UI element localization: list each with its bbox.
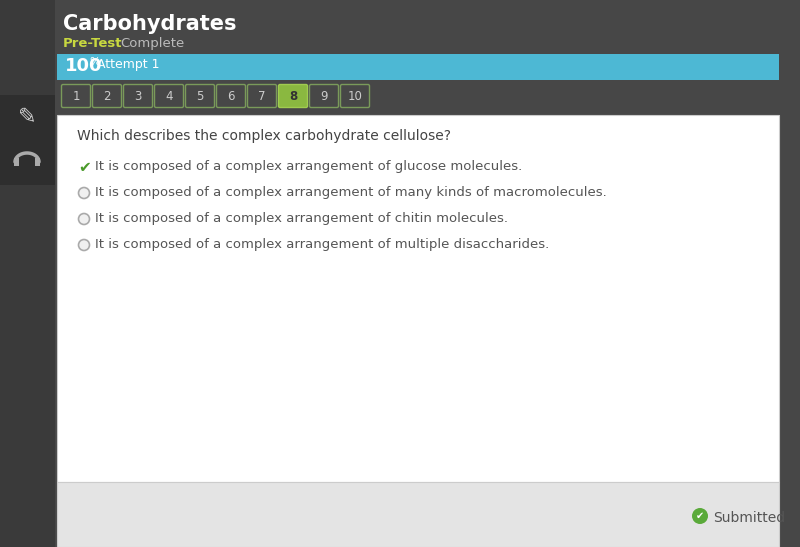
FancyBboxPatch shape [341,84,370,108]
Bar [0,0,55,547]
Text: 6: 6 [227,90,234,103]
Text: 9: 9 [320,90,328,103]
Text: ✎: ✎ [18,107,36,127]
Text: It is composed of a complex arrangement of chitin molecules.: It is composed of a complex arrangement … [95,212,508,225]
Text: Submitted: Submitted [713,510,785,525]
Circle shape [78,213,90,224]
Text: Attempt 1: Attempt 1 [97,58,159,71]
Bar [0,140,55,185]
Circle shape [692,508,708,524]
Text: It is composed of a complex arrangement of multiple disaccharides.: It is composed of a complex arrangement … [95,238,550,251]
Text: 100: 100 [65,57,102,75]
FancyBboxPatch shape [186,84,214,108]
Text: It is composed of a complex arrangement of many kinds of macromolecules.: It is composed of a complex arrangement … [95,186,606,199]
FancyBboxPatch shape [62,84,90,108]
Text: 8: 8 [289,90,297,103]
FancyBboxPatch shape [123,84,153,108]
FancyBboxPatch shape [154,84,183,108]
Text: 3: 3 [134,90,142,103]
Bar [35,158,40,166]
Text: 5: 5 [196,90,204,103]
Text: Complete: Complete [120,37,184,50]
Text: 7: 7 [258,90,266,103]
Text: 1: 1 [72,90,80,103]
Text: ✔: ✔ [696,511,704,521]
Bar [57,482,779,547]
Text: ✔: ✔ [78,160,90,175]
Text: Which describes the complex carbohydrate cellulose?: Which describes the complex carbohydrate… [77,129,451,143]
Text: 2: 2 [103,90,110,103]
FancyBboxPatch shape [310,84,338,108]
Text: %: % [89,57,100,67]
Circle shape [78,240,90,251]
Text: 4: 4 [166,90,173,103]
Text: Pre-Test: Pre-Test [63,37,122,50]
FancyBboxPatch shape [247,84,277,108]
FancyBboxPatch shape [217,84,246,108]
Circle shape [78,188,90,199]
Text: Carbohydrates: Carbohydrates [63,14,237,34]
Bar [57,115,779,482]
Bar [0,95,55,140]
FancyBboxPatch shape [278,84,307,108]
Text: It is composed of a complex arrangement of glucose molecules.: It is composed of a complex arrangement … [95,160,522,173]
Text: 10: 10 [347,90,362,103]
Bar [14,158,19,166]
Bar [57,54,779,80]
FancyBboxPatch shape [93,84,122,108]
